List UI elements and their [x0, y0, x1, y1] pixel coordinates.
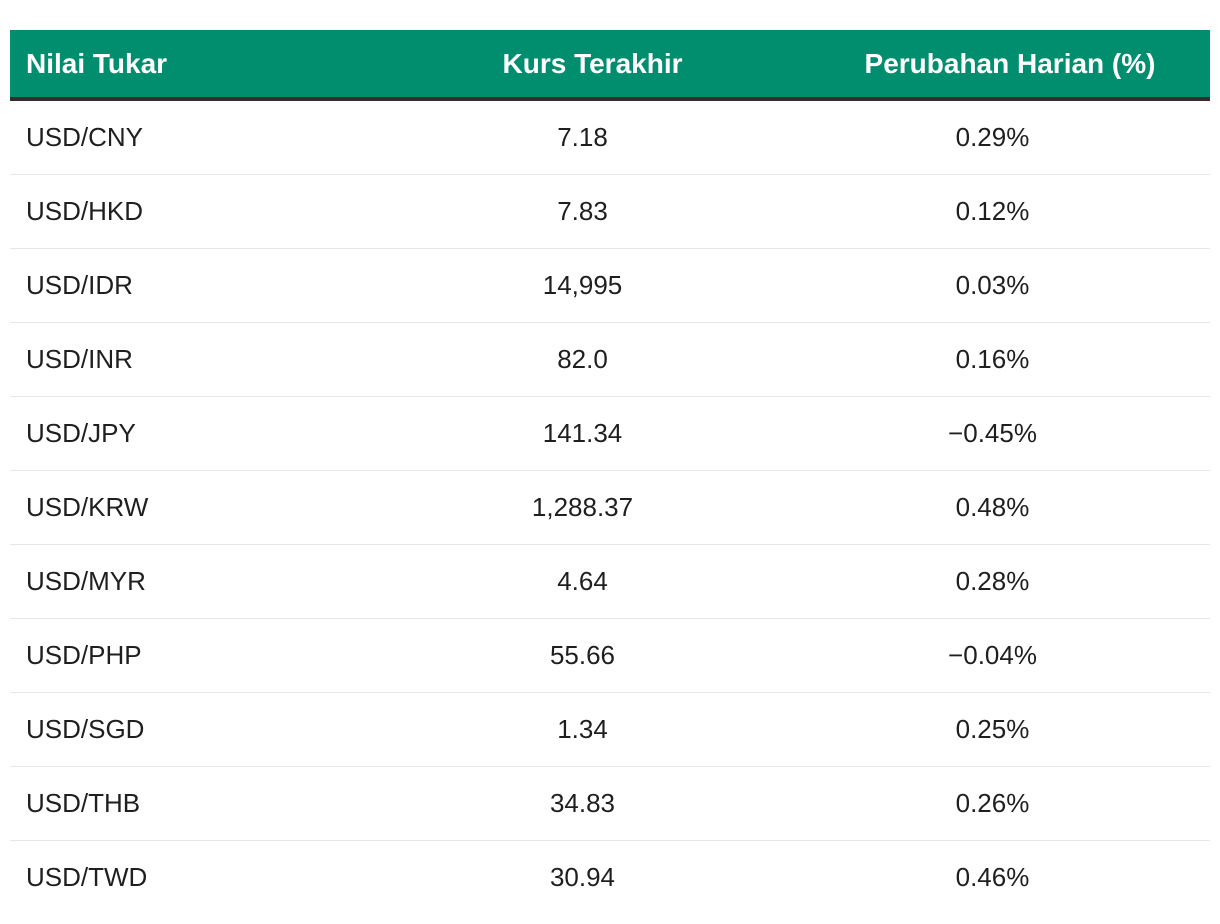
- cell-latest-rate: 7.83: [400, 174, 765, 249]
- cell-exchange-pair: USD/CNY: [10, 99, 400, 175]
- table-row: USD/THB 34.83 0.26%: [10, 766, 1210, 841]
- cell-exchange-pair: USD/THB: [10, 766, 400, 841]
- cell-daily-change: −0.04%: [765, 618, 1210, 693]
- cell-latest-rate: 1.34: [400, 692, 765, 767]
- cell-exchange-pair: USD/KRW: [10, 470, 400, 545]
- cell-daily-change: 0.16%: [765, 322, 1210, 397]
- table-row: USD/CNY 7.18 0.29%: [10, 99, 1210, 175]
- cell-latest-rate: 1,288.37: [400, 470, 765, 545]
- table-row: USD/SGD 1.34 0.25%: [10, 692, 1210, 767]
- cell-exchange-pair: USD/PHP: [10, 618, 400, 693]
- cell-latest-rate: 14,995: [400, 248, 765, 323]
- cell-daily-change: 0.46%: [955, 862, 1030, 892]
- cell-daily-change: 0.29%: [765, 99, 1210, 175]
- header-latest-rate: Kurs Terakhir: [400, 30, 765, 101]
- table-header: Nilai Tukar Kurs Terakhir Perubahan Hari…: [10, 30, 1210, 101]
- header-daily-change: Perubahan Harian (%): [765, 30, 1210, 101]
- exchange-rate-table-container: Nilai Tukar Kurs Terakhir Perubahan Hari…: [10, 30, 1210, 914]
- cell-exchange-pair: USD/IDR: [10, 248, 400, 323]
- header-exchange-pair: Nilai Tukar: [10, 30, 400, 101]
- cell-exchange-pair: USD/SGD: [10, 692, 400, 767]
- cell-daily-change: 0.48%: [765, 470, 1210, 545]
- cell-daily-change: −0.45%: [765, 396, 1210, 471]
- table-row: USD/INR 82.0 0.16%: [10, 322, 1210, 397]
- cell-exchange-pair: USD/HKD: [10, 174, 400, 249]
- table-row: USD/MYR 4.64 0.28%: [10, 544, 1210, 619]
- exchange-rate-table: Nilai Tukar Kurs Terakhir Perubahan Hari…: [10, 30, 1210, 914]
- table-row: USD/JPY 141.34 −0.45%: [10, 396, 1210, 471]
- table-header-row: Nilai Tukar Kurs Terakhir Perubahan Hari…: [10, 30, 1210, 101]
- table-row: USD/TWD 30.94 0.46%: [10, 841, 1210, 915]
- cell-exchange-pair: USD/TWD: [26, 862, 148, 892]
- cell-daily-change: 0.12%: [765, 174, 1210, 249]
- table-row: USD/HKD 7.83 0.12%: [10, 174, 1210, 249]
- cell-latest-rate: 55.66: [400, 618, 765, 693]
- cell-exchange-pair: USD/INR: [10, 322, 400, 397]
- cell-daily-change: 0.28%: [765, 544, 1210, 619]
- cell-exchange-pair: USD/MYR: [10, 544, 400, 619]
- table-row: USD/PHP 55.66 −0.04%: [10, 618, 1210, 693]
- cell-latest-rate: 82.0: [400, 322, 765, 397]
- table-body: USD/CNY 7.18 0.29% USD/HKD 7.83 0.12% US…: [10, 99, 1210, 914]
- table-row: USD/IDR 14,995 0.03%: [10, 248, 1210, 323]
- cell-latest-rate: 141.34: [400, 396, 765, 471]
- cell-exchange-pair: USD/JPY: [10, 396, 400, 471]
- cell-latest-rate: 34.83: [400, 766, 765, 841]
- cell-latest-rate: 30.94: [549, 862, 616, 892]
- table-row: USD/KRW 1,288.37 0.48%: [10, 470, 1210, 545]
- cell-daily-change: 0.03%: [765, 248, 1210, 323]
- cell-latest-rate: 4.64: [400, 544, 765, 619]
- cell-latest-rate: 7.18: [400, 99, 765, 175]
- cell-daily-change: 0.26%: [765, 766, 1210, 841]
- cell-daily-change: 0.25%: [765, 692, 1210, 767]
